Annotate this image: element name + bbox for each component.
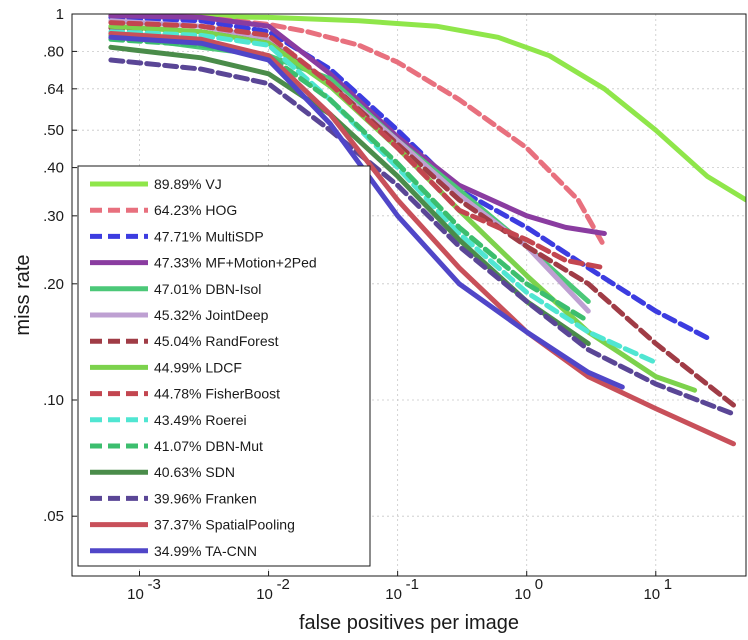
y-tick-label: .40 — [43, 160, 64, 177]
x-tick-exponent: -3 — [147, 576, 160, 593]
y-tick-label: .50 — [43, 122, 64, 139]
legend-label-multisdp: 47.71% MultiSDP — [154, 228, 264, 244]
series-layer — [108, 14, 746, 447]
y-tick-label: 1 — [56, 6, 64, 23]
x-tick-label: 10 — [385, 586, 402, 603]
legend-label-ta-cnn: 34.99% TA-CNN — [154, 543, 257, 559]
legend-label-mf-motion-2ped: 47.33% MF+Motion+2Ped — [154, 255, 317, 271]
x-tick-label: 10 — [127, 586, 144, 603]
legend-label-ldcf: 44.99% LDCF — [154, 359, 242, 375]
legend-label-fisherboost: 44.78% FisherBoost — [154, 386, 280, 402]
series-line-fisherboost — [108, 20, 607, 271]
series-line-sdn — [108, 44, 591, 347]
x-tick-label: 10 — [514, 586, 531, 603]
series-line-spatialpooling — [108, 31, 736, 447]
x-axis-label: false positives per image — [299, 612, 519, 634]
series-line-franken — [108, 57, 736, 417]
x-tick-exponent: 1 — [664, 576, 672, 593]
x-tick-label: 10 — [643, 586, 660, 603]
legend-label-vj: 89.89% VJ — [154, 176, 222, 192]
y-tick-label: .80 — [43, 43, 64, 60]
legend-label-randforest: 45.04% RandForest — [154, 333, 279, 349]
x-tick-exponent: -2 — [277, 576, 290, 593]
legend-label-sdn: 40.63% SDN — [154, 464, 235, 480]
legend-label-roerei: 43.49% Roerei — [154, 412, 247, 428]
legend-label-jointdeep: 45.32% JointDeep — [154, 307, 269, 323]
legend-label-hog: 64.23% HOG — [154, 202, 237, 218]
legend-label-spatialpooling: 37.37% SpatialPooling — [154, 517, 295, 533]
y-tick-label: .10 — [43, 392, 64, 409]
series-line-ta-cnn — [108, 34, 625, 390]
x-tick-exponent: -1 — [406, 576, 419, 593]
y-axis-label: miss rate — [12, 254, 34, 335]
y-tick-label: .64 — [43, 81, 64, 98]
series-line-vj — [108, 14, 746, 203]
y-tick-label: .30 — [43, 208, 64, 225]
series-line-mf-motion-2ped — [108, 14, 607, 236]
x-tick-label: 10 — [256, 586, 273, 603]
legend-label-franken: 39.96% Franken — [154, 490, 257, 506]
tick-layer: 1.80.64.50.40.30.20.10.0510-310-210-1100… — [43, 6, 672, 603]
legend-label-dbn-mut: 41.07% DBN-Mut — [154, 438, 263, 454]
plot-frame — [71, 13, 747, 577]
y-tick-label: .05 — [43, 508, 64, 525]
series-line-roerei — [108, 29, 659, 366]
legend: 89.89% VJ 64.23% HOG 47.71% MultiSDP 47.33%… — [77, 165, 371, 567]
legend-label-dbn-isol: 47.01% DBN-Isol — [154, 281, 261, 297]
y-tick-label: .20 — [43, 276, 64, 293]
x-tick-exponent: 0 — [535, 576, 543, 593]
legend-items: 89.89% VJ 64.23% HOG 47.71% MultiSDP 47.33%… — [90, 176, 317, 559]
